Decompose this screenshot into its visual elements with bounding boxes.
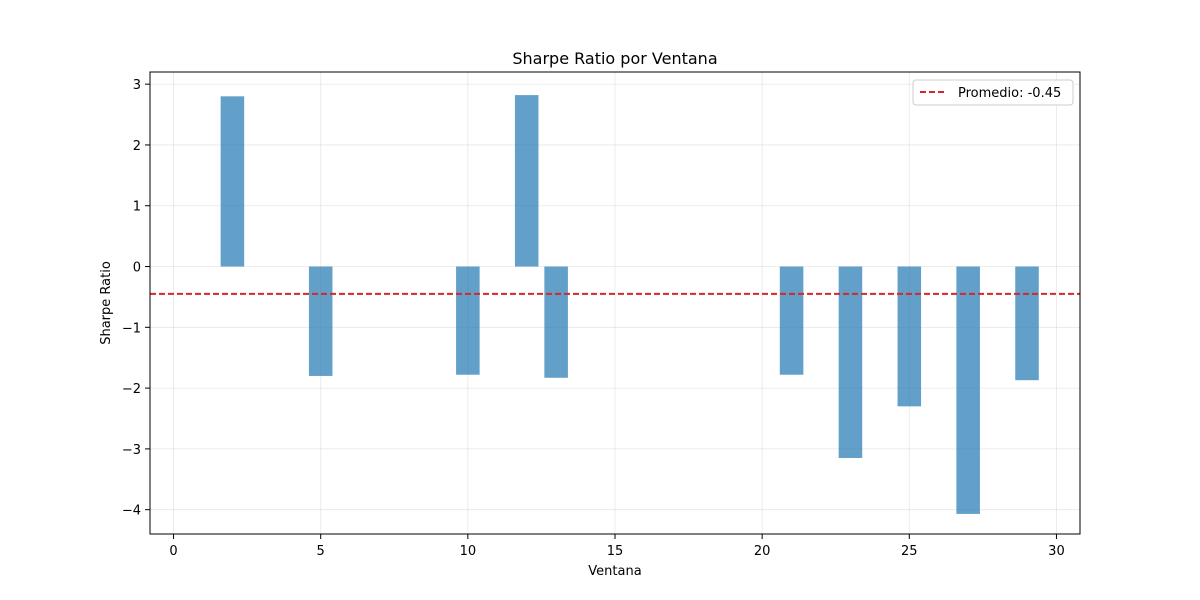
x-tick-label: 20 — [754, 544, 771, 559]
bar-window-5 — [308, 266, 333, 376]
y-axis-ticks: −4 −3 −2 −1 0 1 2 3 — [122, 78, 150, 519]
y-tick-label: −3 — [122, 443, 141, 458]
bar-window-23 — [838, 266, 863, 459]
bar-window-2 — [220, 96, 245, 267]
bar-window-12 — [514, 95, 539, 267]
y-tick-label: 0 — [133, 261, 141, 276]
y-tick-label: −1 — [122, 321, 141, 336]
y-tick-label: 2 — [133, 139, 141, 154]
bar-window-13 — [544, 266, 568, 378]
x-axis-ticks: 0 5 10 15 20 25 30 — [169, 534, 1065, 559]
bar-window-27 — [956, 266, 980, 514]
x-tick-label: 25 — [901, 544, 918, 559]
x-tick-label: 5 — [317, 544, 325, 559]
x-tick-label: 10 — [460, 544, 477, 559]
bars — [220, 95, 1039, 514]
bar-window-25 — [897, 266, 922, 407]
x-tick-label: 15 — [607, 544, 624, 559]
legend-box — [912, 79, 1074, 106]
y-tick-label: −2 — [122, 382, 141, 397]
x-tick-label: 30 — [1048, 544, 1065, 559]
legend: Promedio: -0.45 — [912, 79, 1074, 106]
bar-window-29 — [1015, 266, 1039, 381]
y-tick-label: 1 — [133, 200, 141, 215]
y-tick-label: −4 — [122, 504, 141, 519]
y-axis-label: Sharpe Ratio — [99, 261, 114, 345]
legend-entry-mean: Promedio: -0.45 — [958, 86, 1061, 101]
x-axis-label: Ventana — [588, 564, 641, 579]
y-tick-label: 3 — [133, 78, 141, 93]
bar-window-21 — [779, 266, 804, 375]
x-tick-label: 0 — [169, 544, 177, 559]
bar-window-10 — [456, 266, 480, 375]
chart-title: Sharpe Ratio por Ventana — [512, 49, 717, 68]
grid — [150, 72, 1080, 534]
